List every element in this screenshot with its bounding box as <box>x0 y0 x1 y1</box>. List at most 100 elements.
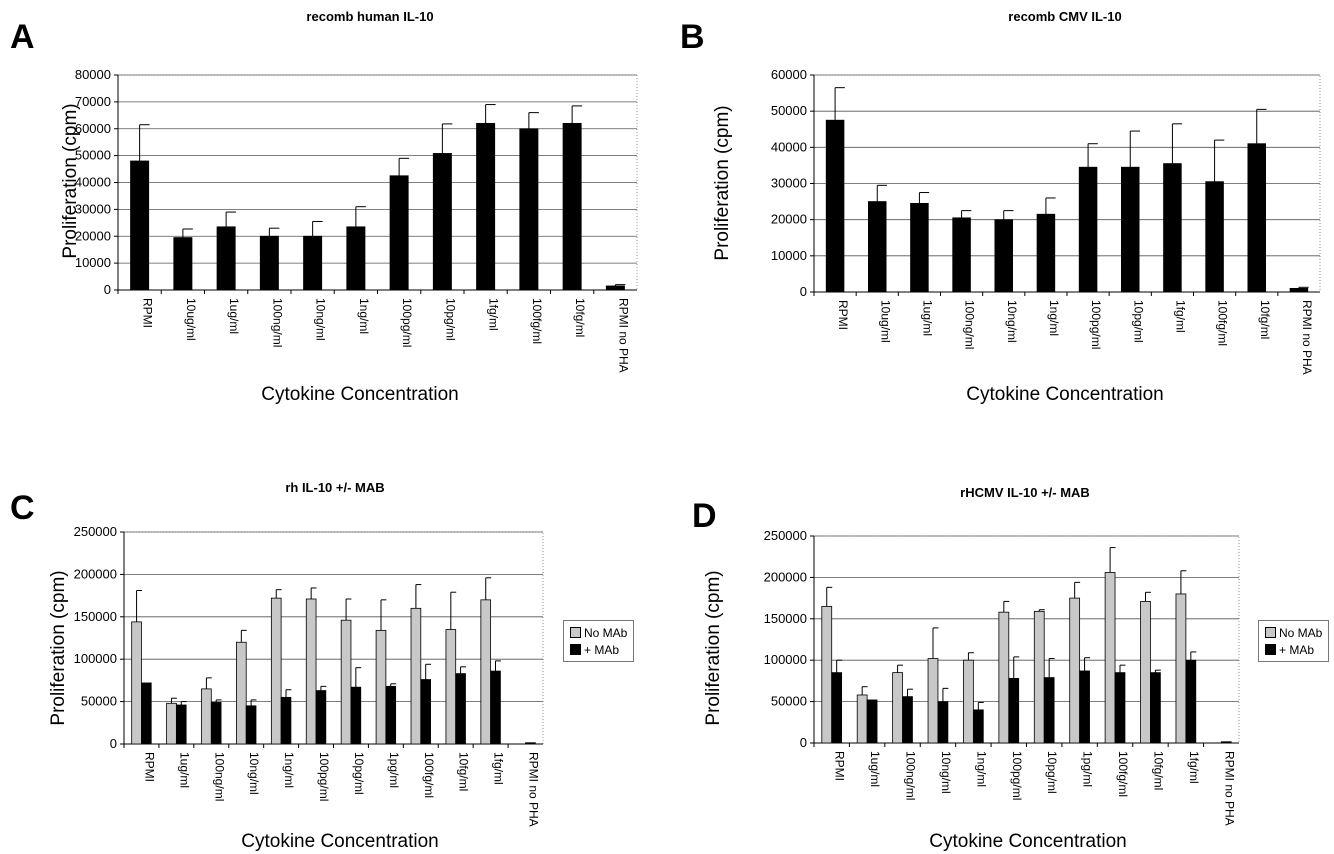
bar <box>927 658 939 744</box>
x-tick-label: 100fg/ml <box>1216 300 1230 346</box>
x-tick-label: 1fg/ml <box>487 298 501 331</box>
x-axis-label-d: Cytokine Concentration <box>929 831 1127 852</box>
x-tick-label: 10fg/ml <box>457 752 471 791</box>
legend-item-plus-mab: + MAb <box>570 641 627 658</box>
bar <box>998 611 1010 744</box>
chart-title-a: recomb human IL-10 <box>306 9 434 24</box>
y-tick-label: 60000 <box>75 121 111 136</box>
x-tick-label: 100pg/ml <box>400 298 414 347</box>
x-tick-label: 1pg/ml <box>1081 751 1095 787</box>
chart-title-d: rHCMV IL-10 +/- MAB <box>960 485 1090 500</box>
y-tick-label: 0 <box>104 282 111 297</box>
x-axis-label-b: Cytokine Concentration <box>966 384 1164 405</box>
legend-item-no-mab: No MAb <box>570 624 627 641</box>
panel-letter-b: B <box>680 18 705 56</box>
x-tick-label: RPMI no PHA <box>1222 751 1236 826</box>
x-tick-label: 10pg/ml <box>1131 300 1145 343</box>
y-tick-label: 40000 <box>75 175 111 190</box>
x-tick-label: RPMI no PHA <box>1300 300 1314 375</box>
x-tick-label: 10fg/ml <box>1151 751 1165 790</box>
y-tick-label: 0 <box>800 284 807 299</box>
x-tick-label: 1ug/ml <box>177 752 191 788</box>
y-tick-label: 0 <box>110 736 117 751</box>
x-tick-label: 10ng/ml <box>1005 300 1019 343</box>
x-tick-label: 10fg/ml <box>573 298 587 337</box>
x-tick-label: 10ng/ml <box>314 298 328 341</box>
bar <box>1114 672 1126 744</box>
y-tick-label: 200000 <box>764 569 807 584</box>
bar <box>963 659 974 744</box>
legend-item-plus-mab: + MAb <box>1265 641 1322 658</box>
y-tick-label: 10000 <box>75 255 111 270</box>
x-tick-label: 100ng/ml <box>904 751 918 800</box>
bar <box>1008 678 1020 744</box>
y-tick-label: 50000 <box>771 103 807 118</box>
bar <box>1220 741 1232 744</box>
y-tick-label: 0 <box>800 735 807 750</box>
x-axis-label-c: Cytokine Concentration <box>241 831 439 852</box>
bar <box>902 696 913 744</box>
y-tick-label: 30000 <box>75 201 111 216</box>
x-tick-label: RPMI <box>833 751 847 781</box>
bar <box>1175 593 1187 744</box>
x-tick-label: 10ug/ml <box>184 298 198 341</box>
y-tick-label: 150000 <box>74 609 117 624</box>
legend-d: No MAb + MAb <box>1258 620 1330 662</box>
x-tick-label: 100ng/ml <box>212 752 226 801</box>
x-tick-label: 1ng/ml <box>357 298 371 334</box>
y-tick-label: 150000 <box>764 611 807 626</box>
x-tick-label: 10fg/ml <box>1258 300 1272 339</box>
y-tick-label: 20000 <box>771 212 807 227</box>
legend-swatch-no-mab <box>570 627 581 638</box>
bar <box>866 699 878 744</box>
bar <box>525 742 536 745</box>
bar <box>1185 659 1197 744</box>
bar <box>937 701 949 744</box>
bar <box>1104 572 1116 744</box>
y-tick-label: 50000 <box>771 694 807 709</box>
chart-title-b: recomb CMV IL-10 <box>1008 9 1122 24</box>
legend-label: No MAb <box>1279 625 1323 640</box>
x-axis-label-a: Cytokine Concentration <box>261 384 459 405</box>
bar <box>892 672 903 744</box>
x-tick-label: 1fg/ml <box>1173 300 1187 333</box>
x-tick-label: 100pg/ml <box>1010 751 1024 800</box>
bar <box>831 672 843 744</box>
bar <box>1043 677 1055 744</box>
y-tick-label: 100000 <box>74 651 117 666</box>
y-tick-label: 80000 <box>75 67 111 82</box>
x-tick-label: 1ug/ml <box>227 298 241 334</box>
x-tick-label: RPMI <box>142 752 156 782</box>
bar <box>1079 670 1090 744</box>
plot-area <box>813 535 1240 744</box>
legend-swatch-no-mab <box>1265 627 1276 638</box>
y-tick-label: 100000 <box>764 652 807 667</box>
x-tick-label: 1fg/ml <box>492 752 506 785</box>
x-tick-label: 100ng/ml <box>963 300 977 349</box>
chart-title-c: rh IL-10 +/- MAB <box>285 480 385 495</box>
bar <box>1033 610 1045 744</box>
y-tick-label: 30000 <box>771 176 807 191</box>
x-tick-label: RPMI no PHA <box>616 298 630 373</box>
x-tick-label: 100fg/ml <box>1116 751 1130 797</box>
panel-letter-d: D <box>692 497 717 535</box>
x-tick-label: 100ng/ml <box>270 298 284 347</box>
x-tick-label: RPMI <box>836 300 850 330</box>
y-tick-label: 50000 <box>81 694 117 709</box>
bar <box>141 682 152 745</box>
x-tick-label: 1pg/ml <box>387 752 401 788</box>
bar <box>821 605 833 744</box>
bar <box>856 694 868 744</box>
legend-item-no-mab: No MAb <box>1265 624 1322 641</box>
y-tick-label: 70000 <box>75 94 111 109</box>
legend-swatch-plus-mab <box>1265 644 1276 655</box>
x-tick-label: 100fg/ml <box>530 298 544 344</box>
x-tick-label: 1ng/ml <box>282 752 296 788</box>
x-tick-label: 1ng/ml <box>1047 300 1061 336</box>
x-tick-label: 100fg/ml <box>422 752 436 798</box>
bar <box>1069 597 1081 744</box>
x-tick-label: 100pg/ml <box>1089 300 1103 349</box>
x-tick-label: 1ug/ml <box>868 751 882 787</box>
x-tick-label: 1ug/ml <box>920 300 934 336</box>
